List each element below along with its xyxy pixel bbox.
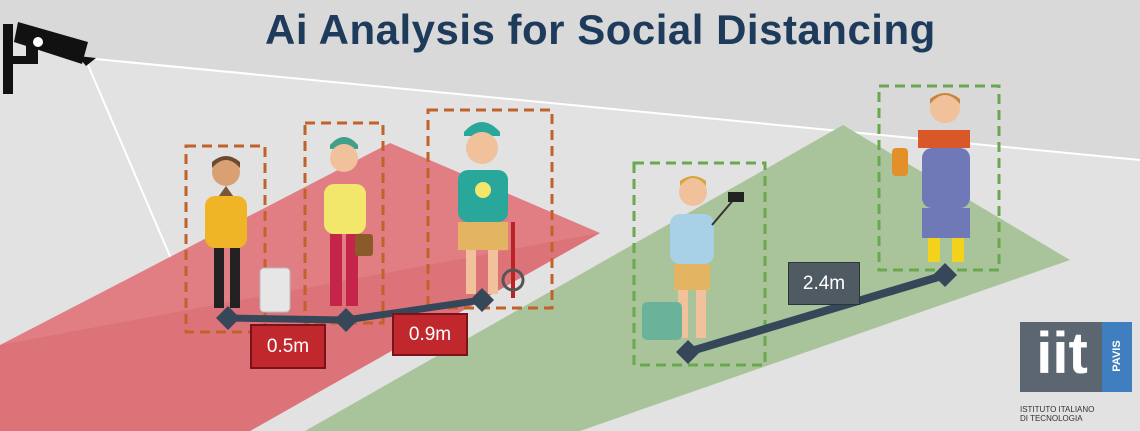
- distance-label-2: 0.9m: [392, 313, 468, 356]
- page-title: Ai Analysis for Social Distancing: [265, 6, 936, 53]
- iit-caption-line-2: DI TECNOLOGIA: [1020, 414, 1083, 423]
- detection-box-person-2: [303, 121, 385, 325]
- distance-node: [216, 306, 240, 330]
- iit-logo-side-text: PAVIS: [1111, 340, 1123, 372]
- distance-node: [933, 263, 957, 287]
- cctv-camera-icon: [3, 22, 96, 94]
- iit-logo: [1020, 322, 1132, 392]
- distance-node: [676, 340, 700, 364]
- iit-logo-caption: ISTITUTO ITALIANO DI TECNOLOGIA: [1020, 405, 1094, 423]
- person-figure-icon: [892, 93, 970, 262]
- iit-logo-letters: iit: [1036, 321, 1088, 386]
- distance-node: [334, 308, 358, 332]
- distance-node: [470, 288, 494, 312]
- iit-caption-line-1: ISTITUTO ITALIANO: [1020, 405, 1095, 414]
- distance-line-safe: [686, 271, 947, 356]
- detection-box-person-3: [426, 108, 554, 310]
- distance-label-1: 0.5m: [250, 324, 326, 369]
- person-figure-icon: [642, 176, 744, 340]
- person-figure-icon: [205, 156, 291, 313]
- detection-box-person-5: [877, 84, 1001, 272]
- person-figure-icon: [324, 137, 373, 306]
- distance-label-3: 2.4m: [788, 262, 860, 305]
- detection-box-person-1: [184, 144, 267, 334]
- detection-box-person-4: [632, 161, 767, 367]
- person-figure-icon: [458, 122, 525, 298]
